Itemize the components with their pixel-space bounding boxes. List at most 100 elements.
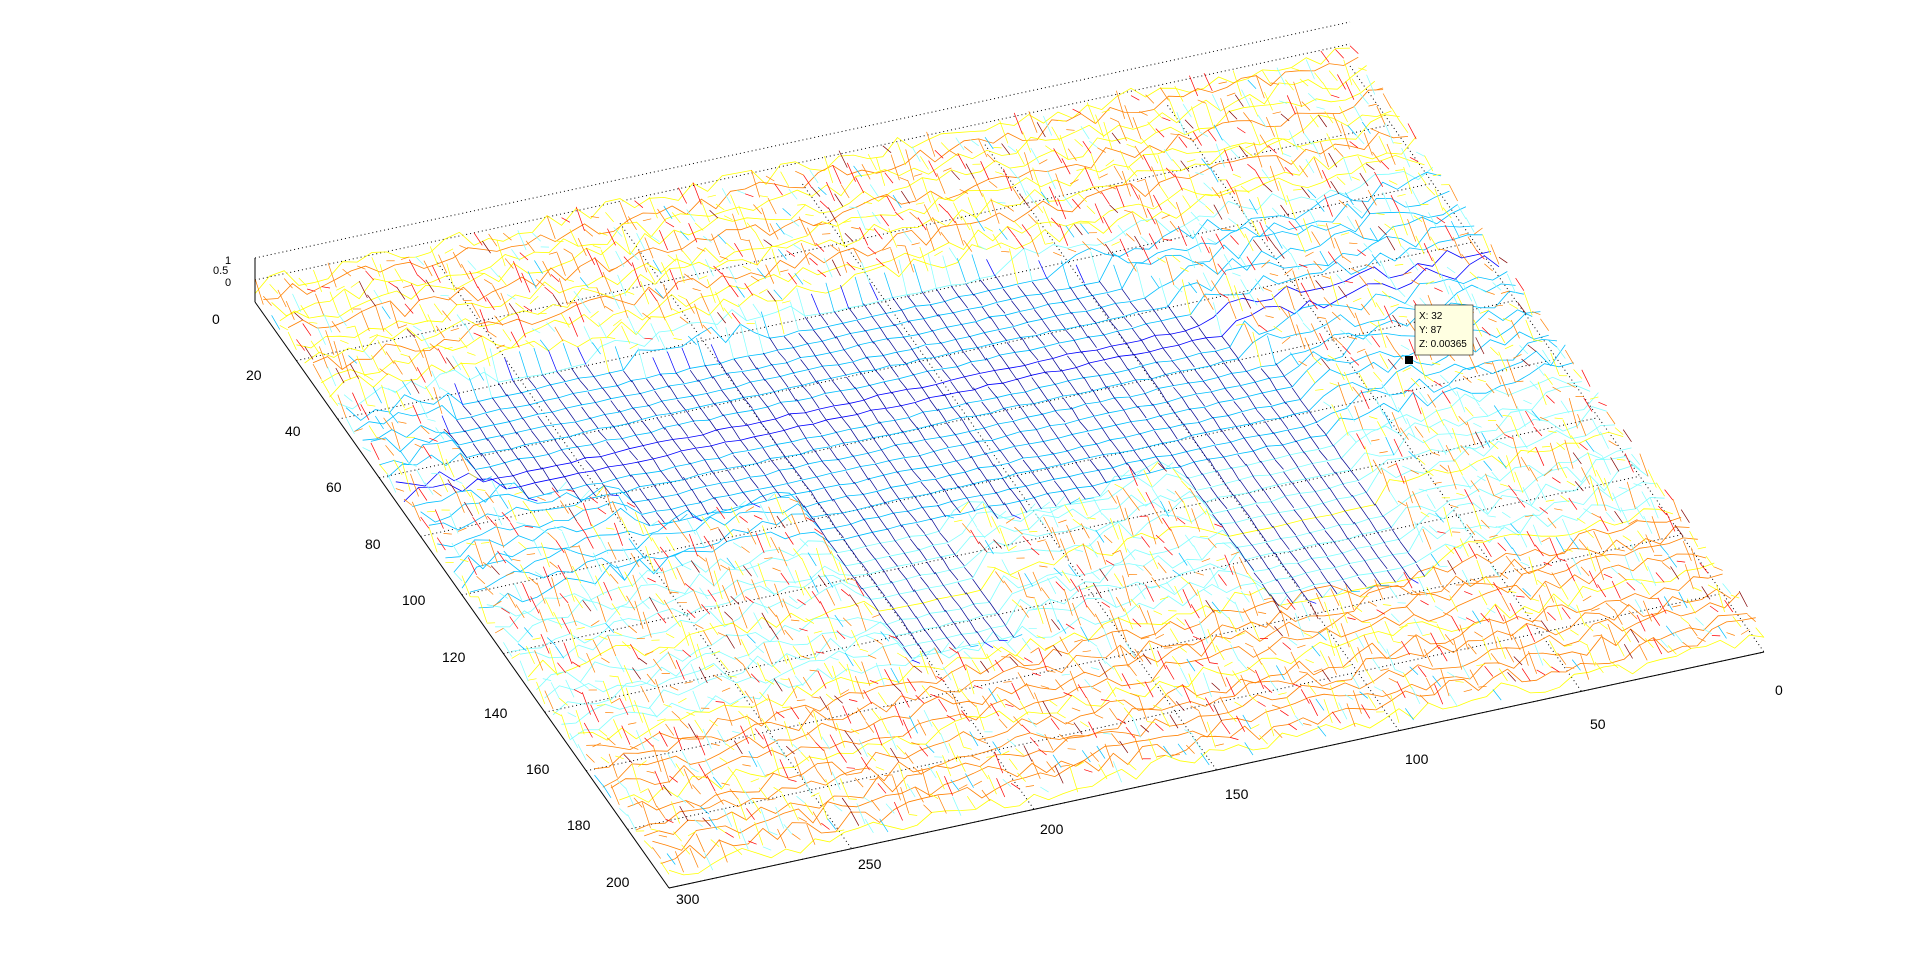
mesh-col-segment (751, 169, 761, 198)
mesh-col-segment (888, 730, 898, 750)
mesh-col-segment (878, 612, 888, 625)
mesh-col-segment (1070, 578, 1079, 592)
mesh-col-segment (562, 342, 572, 367)
mesh-col-segment (356, 355, 366, 377)
mesh-col-segment (870, 409, 880, 424)
mesh-col-segment (610, 400, 620, 413)
mesh-col-segment (873, 341, 883, 354)
mesh-col-segment (794, 374, 803, 387)
mesh-col-segment (684, 273, 693, 281)
mesh-col-segment (477, 286, 487, 302)
mesh-col-segment (798, 332, 808, 344)
mesh-col-segment (763, 239, 773, 246)
mesh-col-segment (1340, 232, 1350, 236)
mesh-col-segment (534, 571, 544, 578)
mesh-col-segment (833, 406, 843, 418)
mesh-col-segment (1019, 194, 1029, 207)
mesh-col-segment (943, 167, 952, 172)
mesh-col-segment (1456, 492, 1465, 496)
mesh-col-segment (940, 733, 950, 754)
mesh-col-segment (702, 433, 711, 445)
mesh-col-segment (1285, 79, 1294, 91)
mesh-col-segment (1400, 245, 1410, 256)
mesh-col-segment (569, 229, 579, 247)
mesh-col-segment (837, 364, 847, 376)
data-tip[interactable]: X: 32 Y: 87 Z: 0.00365 (1405, 304, 1474, 364)
mesh-col-segment (539, 442, 549, 455)
mesh-col-segment (696, 643, 706, 670)
mesh-col-segment (461, 263, 470, 280)
mesh-col-segment (780, 572, 790, 585)
mesh-col-segment (470, 491, 480, 515)
mesh-col-segment (856, 320, 866, 332)
mesh-col-segment (1142, 653, 1152, 665)
mesh-col-segment (1601, 634, 1611, 661)
mesh-col-segment (696, 247, 706, 252)
mesh-col-segment (1253, 648, 1263, 665)
mesh-col-segment (1508, 485, 1517, 496)
mesh-col-segment (1030, 547, 1040, 556)
mesh-col-segment (997, 510, 1007, 518)
mesh-col-segment (1277, 285, 1287, 291)
mesh-col-segment (861, 587, 871, 600)
mesh-col-segment (1325, 319, 1335, 342)
mesh-col-segment (1448, 692, 1458, 707)
mesh-col-segment (488, 539, 498, 564)
mesh-col-segment (719, 256, 729, 260)
mesh-col-segment (1040, 587, 1050, 599)
mesh-col-segment (1209, 568, 1219, 588)
mesh-col-segment (1255, 584, 1265, 602)
mesh-col-segment (1132, 618, 1142, 628)
mesh-col-segment (887, 433, 897, 447)
mesh-col-segment (1499, 483, 1509, 487)
mesh-col-segment (967, 618, 977, 633)
mesh-col-segment (1672, 498, 1682, 522)
mesh-col-segment (585, 365, 595, 378)
mesh-col-segment (1385, 544, 1394, 557)
mesh-col-segment (1295, 106, 1305, 134)
mesh-col-segment (1228, 110, 1238, 120)
mesh-col-segment (1467, 236, 1477, 250)
mesh-col-segment (1440, 668, 1450, 697)
mesh-col-segment (459, 559, 469, 562)
mesh-col-segment (970, 645, 979, 648)
mesh-col-segment (736, 683, 746, 696)
mesh-col-segment (692, 690, 702, 713)
mesh-col-segment (508, 420, 518, 435)
mesh-col-segment (1306, 269, 1316, 290)
mesh-col-segment (1052, 754, 1062, 768)
mesh-col-segment (1656, 482, 1665, 497)
mesh-col-segment (1568, 604, 1577, 612)
mesh-col-segment (867, 654, 877, 659)
mesh-col-segment (850, 728, 860, 735)
mesh-col-segment (603, 581, 613, 601)
mesh-col-segment (1512, 547, 1521, 561)
mesh-col-segment (1593, 450, 1603, 457)
mesh-col-segment (1196, 199, 1206, 206)
mesh-col-segment (580, 681, 589, 689)
mesh-col-segment (558, 278, 568, 305)
mesh-col-segment (473, 332, 482, 337)
mesh-col-segment (1508, 388, 1518, 409)
mesh-col-segment (971, 363, 981, 374)
mesh-col-segment (625, 396, 634, 410)
mesh-col-segment (798, 721, 808, 740)
mesh-col-segment (1280, 204, 1290, 217)
data-tip-marker[interactable] (1405, 356, 1413, 364)
mesh-col-segment (1399, 120, 1409, 134)
mesh-col-segment (1040, 191, 1050, 204)
mesh-col-segment (1510, 319, 1520, 339)
mesh-col-segment (579, 277, 589, 288)
mesh-col-segment (1033, 403, 1043, 415)
y-axis-line (254, 301, 670, 889)
mesh-col-segment (1549, 537, 1559, 559)
mesh-col-segment (285, 300, 295, 320)
mesh-col-segment (1330, 685, 1339, 710)
mesh-col-segment (675, 254, 685, 284)
mesh-col-segment (1196, 394, 1205, 407)
mesh-col-segment (501, 511, 511, 522)
mesh-col-segment (693, 422, 703, 434)
mesh-col-segment (1001, 477, 1011, 491)
mesh-col-segment (1562, 518, 1572, 539)
mesh-col-segment (528, 498, 538, 502)
